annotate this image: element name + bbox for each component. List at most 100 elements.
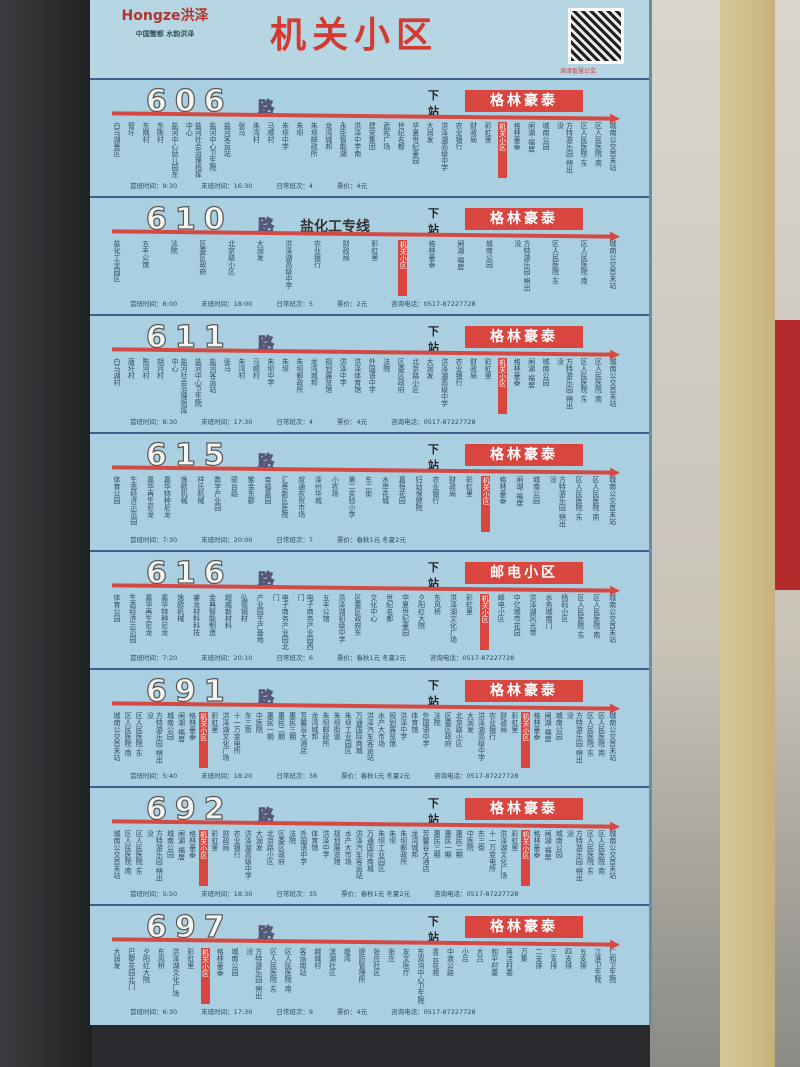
stop: 机关小区 — [520, 712, 530, 768]
stop: 区人民医院·东 — [135, 712, 144, 757]
stop: 体育公园 — [113, 594, 121, 622]
stop: 城南公交首末站 — [608, 830, 617, 879]
stop: 大润发 — [256, 240, 265, 261]
route-616: 616 路 下站 邮电小区 体育公园 生态经济示范园 嘉华再生尼龙 嘉华特种尼龙 逸欧机… — [90, 550, 649, 668]
stop: 管圩 — [127, 122, 136, 136]
next-stop: 邮电小区 — [465, 562, 583, 584]
stop: 区委区政府 — [277, 830, 286, 865]
stop: 张马 — [223, 358, 232, 372]
daily-runs: 日常班次：6 — [276, 654, 313, 662]
stop: 彩虹里 — [484, 122, 493, 143]
last-bus: 末班时间：20:00 — [201, 536, 253, 544]
stop: 五支排 — [579, 948, 588, 969]
stop: 洪泽湖文化广场 — [499, 830, 508, 879]
stop: 逸欧机械 — [180, 476, 189, 504]
stop: 四支排 — [564, 948, 573, 969]
next-stop: 格林豪泰 — [465, 208, 583, 230]
stop: 农业银行 — [313, 240, 322, 268]
direction-arrow — [111, 465, 613, 475]
stop: 机关小区 — [198, 830, 208, 886]
stop: 嘉华特种尼龙 — [160, 594, 169, 636]
stop: 区人民医院·东 — [269, 948, 278, 993]
stop: 彩虹里 — [210, 712, 219, 733]
stop: 万通国际商城 — [355, 712, 364, 754]
stop: 洪泽中学南 — [353, 122, 362, 157]
phone: 咨询电话：0517-87227728 — [391, 418, 476, 426]
stop: 北京路小区 — [266, 830, 275, 865]
stop: 区人民医院·南 — [124, 712, 133, 757]
stop: 区人民医院·东 — [551, 240, 560, 285]
stop: 东双沟中心卫生院 — [417, 948, 425, 1004]
stop: 电子商务产业园北门 — [272, 594, 290, 650]
next-stop: 格林豪泰 — [465, 326, 583, 348]
fare: 票价：春秋1元 冬夏2元 — [336, 536, 406, 544]
stop: 胡河村 — [156, 358, 165, 379]
stop: 朱坝中学 — [281, 122, 290, 150]
stop: 大润发 — [466, 712, 475, 733]
route-615: 615 路 下站 格林豪泰 体育公园 生态经济示范园 嘉华再生尼龙 嘉华特种尼龙 逸欧机… — [90, 432, 649, 550]
stop: 城南公园 — [166, 830, 175, 858]
stop: 规划展览馆 — [324, 358, 333, 393]
first-bus: 首班时间：6:30 — [130, 1008, 178, 1016]
next-stop-label: 下站 — [428, 561, 439, 590]
stop: 洪泽湖高级中学 — [440, 122, 449, 171]
stop: 华夏世纪豪园 — [411, 122, 420, 164]
stop: 客运南站 — [299, 948, 307, 976]
stop: 第二实验小学 — [347, 476, 356, 518]
stop: 武宪广场 — [382, 122, 391, 150]
fare: 票价：2元 — [336, 300, 368, 308]
stop: 法院 — [382, 358, 391, 372]
route-info: 首班时间：7:20 末班时间：20:10 日常班次：6 票价：春秋1元 冬夏2元… — [130, 652, 514, 662]
stop: 财政局 — [499, 712, 508, 733]
stop: 区人民医院·东 — [586, 712, 595, 757]
stop: 格林豪泰 — [216, 948, 225, 976]
stop: 朱坝 — [295, 122, 304, 136]
stop: 朱坝 — [281, 358, 290, 372]
stop: 朱坝街道 — [333, 712, 342, 740]
bus-shelter-frame — [0, 0, 92, 1067]
stop: 生态经济示范园 — [129, 476, 138, 525]
route-info: 首班时间：8:00 末班时间：18:00 日常班次：5 票价：2元 咨询电话：0… — [130, 298, 476, 308]
stop-list: 体育公园 生态经济示范园 嘉华再生尼龙 嘉华特种尼龙 逸欧机械 祥氏机械 数字产业园 硕台路紫… — [112, 476, 617, 532]
stop-list: 城南公交首末站 区人民医院·南 区人民医院·东 方特游乐园·朔出没 城南公园 闸湖·福居格… — [112, 712, 617, 768]
stop: 盐河中心幼儿园东 — [170, 122, 179, 178]
stop: 区委区政府东 — [353, 594, 362, 636]
stop: 十一万变电所 — [488, 830, 497, 872]
stop: 财政局 — [342, 240, 351, 261]
stop: 大吕 — [476, 948, 484, 962]
stop: 夕阳红大院 — [142, 948, 151, 983]
stop: 嘉华特种尼龙 — [163, 476, 172, 518]
stop: 城南公园 — [555, 712, 564, 740]
stop: 城南公园 — [166, 712, 175, 740]
stop: 盐河社会治理指挥中心 — [185, 122, 203, 178]
stop: 东陈村 — [156, 122, 165, 143]
stop: 洪泽湖文化广场 — [449, 594, 458, 643]
stop: 盐河客运站 — [208, 358, 217, 393]
stop: 洪泽湖文化广场 — [221, 712, 230, 761]
direction-arrow — [111, 937, 613, 947]
stop: 格林豪泰 — [513, 122, 522, 150]
stop: 数字产业园 — [213, 476, 222, 511]
next-stop: 格林豪泰 — [465, 798, 583, 820]
stop: 文化中心 — [369, 594, 378, 622]
direction-arrow — [111, 701, 613, 711]
stop: 洪泽体育馆 — [353, 358, 362, 393]
stop: 洪泽湖高级中学 — [244, 830, 253, 879]
stop: 闸湖·福居 — [177, 830, 186, 861]
stop: 嘉华再生尼龙 — [146, 476, 155, 518]
stop: 朱坝邮政所 — [399, 830, 408, 865]
stop: 城南公交首末站 — [113, 830, 121, 879]
stop: 建安集团 — [368, 122, 377, 150]
stop: 闸湖·福居 — [527, 122, 536, 153]
stop: 方特游乐园·朔出没 — [566, 830, 584, 882]
stop: 朱坝邮政所 — [295, 358, 304, 393]
next-stop: 格林豪泰 — [465, 90, 583, 112]
stop-list: 白马湖景区 管圩 东隅村 东陈村 盐河中心幼儿园东 盐河社会治理指挥中心 盐河中心卫生院 盐河… — [112, 122, 617, 178]
stop: 机关小区 — [497, 358, 507, 414]
stop-list: 盐化工业园区 五丰公馆 法院 区委区政府 北京路小区 大润发 洪泽湖高级中学 农业银行 财政局 彩… — [112, 240, 617, 296]
stop: 格林豪泰 — [533, 712, 542, 740]
fare: 票价：春秋1元 冬夏2元 — [341, 890, 410, 898]
stop: 格林豪泰 — [188, 830, 197, 858]
stop: 洪泽中学 — [339, 358, 348, 386]
stop: 格林豪泰 — [513, 358, 522, 386]
